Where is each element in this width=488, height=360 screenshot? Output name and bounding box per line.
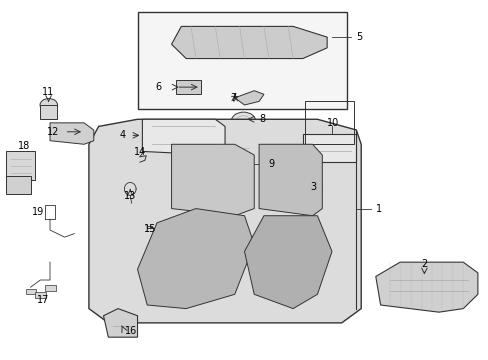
Bar [305,102,353,144]
Circle shape [231,112,255,130]
Bar [137,12,346,109]
Text: 12: 12 [47,127,60,137]
Bar [45,285,56,291]
Text: 7: 7 [229,93,236,103]
Polygon shape [171,26,326,59]
Text: 16: 16 [125,326,137,336]
Text: 10: 10 [326,118,339,128]
Text: 4: 4 [119,130,125,140]
Text: 8: 8 [259,114,264,124]
Text: 18: 18 [19,141,31,151]
Text: 3: 3 [309,182,316,192]
Bar [40,105,57,119]
Bar [35,292,46,298]
Text: 5: 5 [356,32,362,42]
Polygon shape [50,123,94,144]
Bar [176,80,201,94]
Text: 19: 19 [32,207,44,217]
Polygon shape [234,91,264,105]
Circle shape [234,157,254,171]
Bar [26,289,36,294]
Text: 1: 1 [375,203,381,213]
Text: 2: 2 [421,259,427,269]
Polygon shape [375,262,477,312]
Polygon shape [137,208,254,309]
Text: 9: 9 [268,159,274,169]
Text: 15: 15 [143,224,156,234]
Bar [6,176,30,194]
Text: 14: 14 [134,147,146,157]
Polygon shape [103,309,137,337]
Polygon shape [142,119,224,155]
Polygon shape [259,144,322,216]
Text: 6: 6 [155,82,162,92]
Polygon shape [171,144,254,216]
Polygon shape [244,216,331,309]
Bar [302,134,356,162]
Polygon shape [89,119,361,323]
Circle shape [40,99,58,111]
Text: 17: 17 [37,295,49,305]
Bar [6,152,35,180]
Text: 11: 11 [42,87,55,98]
Text: 13: 13 [124,191,136,201]
